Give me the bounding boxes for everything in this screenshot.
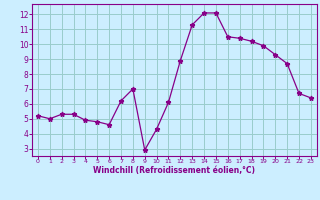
X-axis label: Windchill (Refroidissement éolien,°C): Windchill (Refroidissement éolien,°C) <box>93 166 255 175</box>
